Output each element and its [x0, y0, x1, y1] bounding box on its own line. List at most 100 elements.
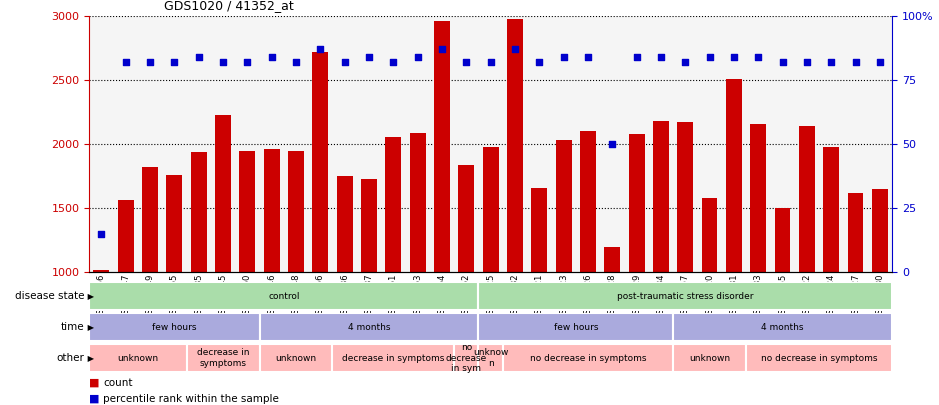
- Bar: [872, 189, 887, 272]
- Bar: [507, 19, 523, 272]
- Text: ■: ■: [89, 394, 100, 404]
- Bar: [479, 313, 673, 341]
- Bar: [531, 188, 547, 272]
- Point: [799, 59, 814, 66]
- Point: [410, 54, 425, 60]
- Point: [459, 59, 474, 66]
- Text: disease state: disease state: [15, 292, 85, 301]
- Text: percentile rank within the sample: percentile rank within the sample: [103, 394, 279, 404]
- Bar: [479, 344, 502, 372]
- Point: [239, 59, 254, 66]
- Bar: [673, 313, 892, 341]
- Point: [288, 59, 303, 66]
- Point: [678, 59, 693, 66]
- Text: control: control: [268, 292, 300, 301]
- Text: ▶: ▶: [85, 354, 95, 362]
- Text: unknown: unknown: [117, 354, 159, 362]
- Bar: [337, 176, 352, 272]
- Text: count: count: [103, 378, 132, 388]
- Point: [264, 54, 279, 60]
- Bar: [434, 21, 450, 272]
- Bar: [117, 200, 133, 272]
- Text: no decrease in symptoms: no decrease in symptoms: [530, 354, 646, 362]
- Text: unknown: unknown: [275, 354, 316, 362]
- Bar: [629, 134, 644, 272]
- Bar: [479, 282, 892, 311]
- Bar: [89, 344, 187, 372]
- Point: [118, 59, 133, 66]
- Point: [775, 59, 790, 66]
- Bar: [775, 208, 791, 272]
- Point: [824, 59, 839, 66]
- Point: [216, 59, 231, 66]
- Bar: [677, 122, 693, 272]
- Point: [484, 59, 499, 66]
- Text: decrease in symptoms: decrease in symptoms: [342, 354, 444, 362]
- Point: [337, 59, 352, 66]
- Bar: [701, 198, 717, 272]
- Bar: [556, 141, 572, 272]
- Point: [751, 54, 766, 60]
- Point: [143, 59, 158, 66]
- Text: unknown: unknown: [689, 354, 731, 362]
- Point: [727, 54, 742, 60]
- Point: [362, 54, 377, 60]
- Bar: [288, 151, 304, 272]
- Bar: [653, 121, 669, 272]
- Bar: [89, 313, 259, 341]
- Text: ▶: ▶: [85, 292, 95, 301]
- Bar: [142, 167, 158, 272]
- Point: [94, 230, 109, 237]
- Point: [605, 141, 620, 147]
- Text: ▶: ▶: [85, 323, 95, 332]
- Bar: [454, 344, 479, 372]
- Point: [848, 59, 863, 66]
- Bar: [385, 136, 401, 272]
- Bar: [259, 313, 479, 341]
- Bar: [726, 79, 742, 272]
- Bar: [259, 344, 332, 372]
- Text: other: other: [56, 353, 85, 363]
- Bar: [848, 193, 864, 272]
- Bar: [409, 133, 425, 272]
- Bar: [483, 147, 499, 272]
- Bar: [264, 149, 280, 272]
- Point: [629, 54, 644, 60]
- Text: time: time: [61, 322, 85, 332]
- Point: [313, 46, 328, 53]
- Text: unknow
n: unknow n: [473, 348, 508, 368]
- Text: few hours: few hours: [553, 323, 598, 332]
- Text: no
decrease
in sym: no decrease in sym: [446, 343, 487, 373]
- Point: [507, 46, 522, 53]
- Bar: [187, 344, 259, 372]
- Bar: [502, 344, 673, 372]
- Bar: [747, 344, 892, 372]
- Bar: [673, 344, 747, 372]
- Text: post-traumatic stress disorder: post-traumatic stress disorder: [617, 292, 753, 301]
- Text: 4 months: 4 months: [347, 323, 391, 332]
- Text: no decrease in symptoms: no decrease in symptoms: [761, 354, 877, 362]
- Point: [435, 46, 450, 53]
- Bar: [824, 147, 839, 272]
- Text: 4 months: 4 months: [762, 323, 804, 332]
- Text: ■: ■: [89, 378, 100, 388]
- Bar: [750, 124, 766, 272]
- Bar: [215, 115, 231, 272]
- Point: [580, 54, 595, 60]
- Text: GDS1020 / 41352_at: GDS1020 / 41352_at: [164, 0, 294, 12]
- Point: [167, 59, 182, 66]
- Text: few hours: few hours: [152, 323, 196, 332]
- Point: [654, 54, 669, 60]
- Bar: [799, 126, 815, 272]
- Point: [556, 54, 571, 60]
- Bar: [313, 52, 329, 272]
- Bar: [239, 151, 255, 272]
- Bar: [362, 179, 377, 272]
- Bar: [94, 270, 109, 272]
- Point: [386, 59, 401, 66]
- Bar: [166, 175, 182, 272]
- Bar: [605, 247, 620, 272]
- Text: decrease in
symptoms: decrease in symptoms: [197, 348, 249, 368]
- Bar: [191, 152, 207, 272]
- Bar: [332, 344, 454, 372]
